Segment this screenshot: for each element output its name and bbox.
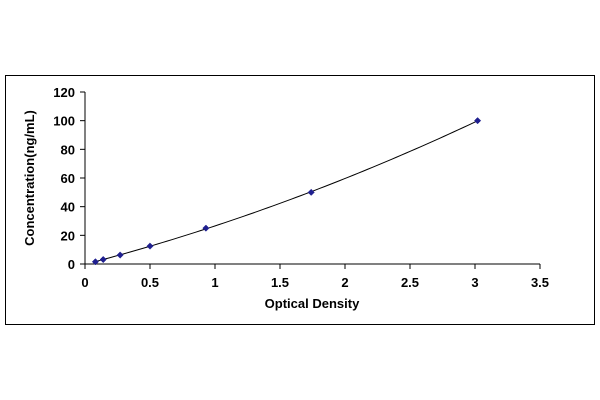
data-point [307,188,315,196]
series-layer [91,117,482,266]
data-point [91,258,99,266]
x-tick-label: 1.5 [271,275,289,290]
x-axis-title: Optical Density [265,296,360,311]
y-tick-label: 100 [53,114,75,129]
x-tick-label: 3 [471,275,478,290]
data-point [474,117,482,125]
data-point [116,251,124,259]
data-point [146,242,154,250]
x-tick-label: 0.5 [141,275,159,290]
x-tick-label: 3.5 [531,275,549,290]
chart-border [5,75,595,325]
y-tick-label: 40 [61,200,75,215]
fit-curve [95,120,478,263]
y-tick-label: 20 [61,228,75,243]
x-tick-label: 0 [81,275,88,290]
tick-labels: 0 20 40 60 80 100 120 0 0.5 1 1.5 2 2.5 3 3.5 [53,85,549,290]
x-tick-label: 2.5 [401,275,419,290]
y-tick-label: 80 [61,142,75,157]
data-point [202,224,210,232]
y-tick-label: 60 [61,171,75,186]
y-tick-label: 120 [53,85,75,100]
x-tick-label: 2 [341,275,348,290]
y-axis-title: Concentration(ng/mL) [22,110,37,246]
axes [80,91,541,269]
data-point [99,255,107,264]
y-tick-label: 0 [68,257,75,272]
x-tick-label: 1 [211,275,218,290]
